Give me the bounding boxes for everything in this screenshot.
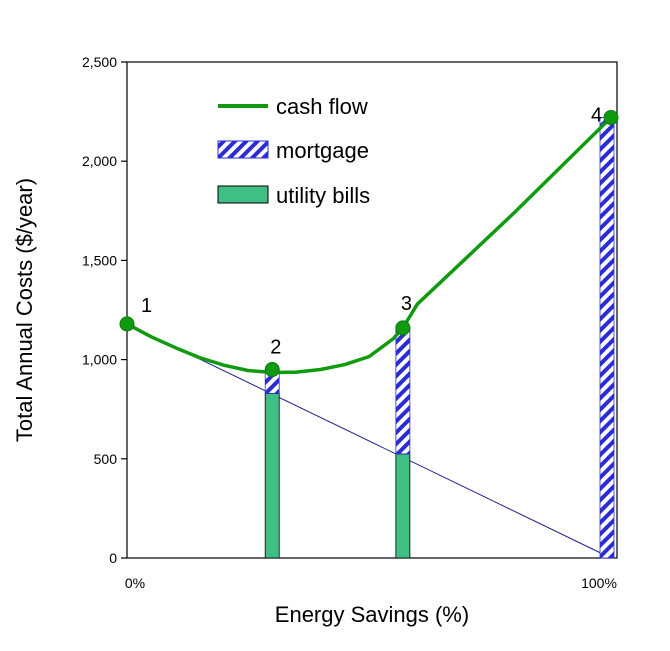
point-label: 1 (141, 295, 152, 317)
utility-trend-line (126, 323, 612, 559)
y-tick-label: 1,500 (82, 252, 117, 268)
legend-utility-label: utility bills (276, 183, 370, 208)
point-label: 2 (270, 337, 281, 359)
utility-bills-bar (395, 453, 411, 559)
y-tick-label: 500 (94, 451, 118, 467)
point-marker (395, 320, 411, 336)
cash-flow-line (126, 116, 613, 375)
point-marker (264, 362, 280, 378)
point-marker (119, 316, 135, 332)
legend-mortgage-swatch (217, 140, 269, 159)
legend-mortgage-label: mortgage (276, 138, 369, 163)
cash-flow-layer (126, 116, 613, 375)
point-label: 3 (401, 293, 412, 315)
point-label: 4 (591, 105, 602, 127)
y-axis-ticks: 0 500 1,000 1,500 2,000 2,500 (82, 54, 127, 566)
y-tick-label: 2,500 (82, 54, 117, 70)
utility-bills-bar (264, 392, 280, 559)
legend-utility-swatch (217, 185, 269, 204)
points-layer: 1 2 3 4 (119, 105, 619, 378)
x-tick-label: 0% (125, 575, 145, 591)
y-axis-title: Total Annual Costs ($/year) (12, 178, 37, 442)
plot-area (126, 61, 618, 559)
point-marker (603, 110, 619, 126)
y-tick-label: 0 (109, 550, 117, 566)
mortgage-bar (599, 117, 615, 559)
x-axis-title: Energy Savings (%) (275, 602, 469, 627)
y-tick-label: 1,000 (82, 352, 117, 368)
mortgage-bar (395, 327, 411, 455)
y-tick-label: 2,000 (82, 153, 117, 169)
x-axis-ticks: 0% 100% (125, 575, 617, 591)
utility-trend-layer (126, 323, 612, 559)
x-tick-label: 100% (581, 575, 617, 591)
legend: cash flow mortgage utility bills (217, 94, 370, 208)
legend-cash-flow-label: cash flow (276, 94, 368, 119)
